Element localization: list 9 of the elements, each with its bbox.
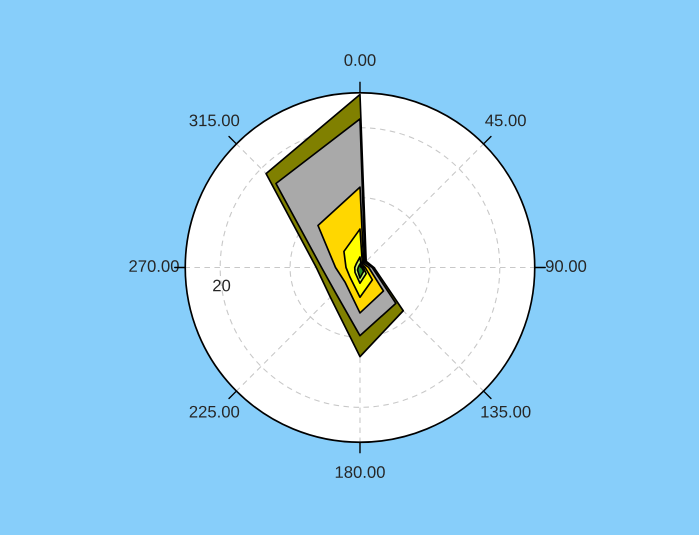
spoke-label: 0.00 xyxy=(344,54,376,66)
spoke-label: 225.00 xyxy=(190,406,240,418)
text: 20 xyxy=(213,280,230,292)
spoke-label: 315.00 xyxy=(189,114,240,126)
spoke-label: 270.00 xyxy=(129,260,179,272)
spoke-label: 90.00 xyxy=(546,260,586,272)
spoke-label: 180.00 xyxy=(336,466,385,478)
spoke-label: 45.00 xyxy=(485,114,526,126)
spoke-label: 135.00 xyxy=(481,406,530,418)
